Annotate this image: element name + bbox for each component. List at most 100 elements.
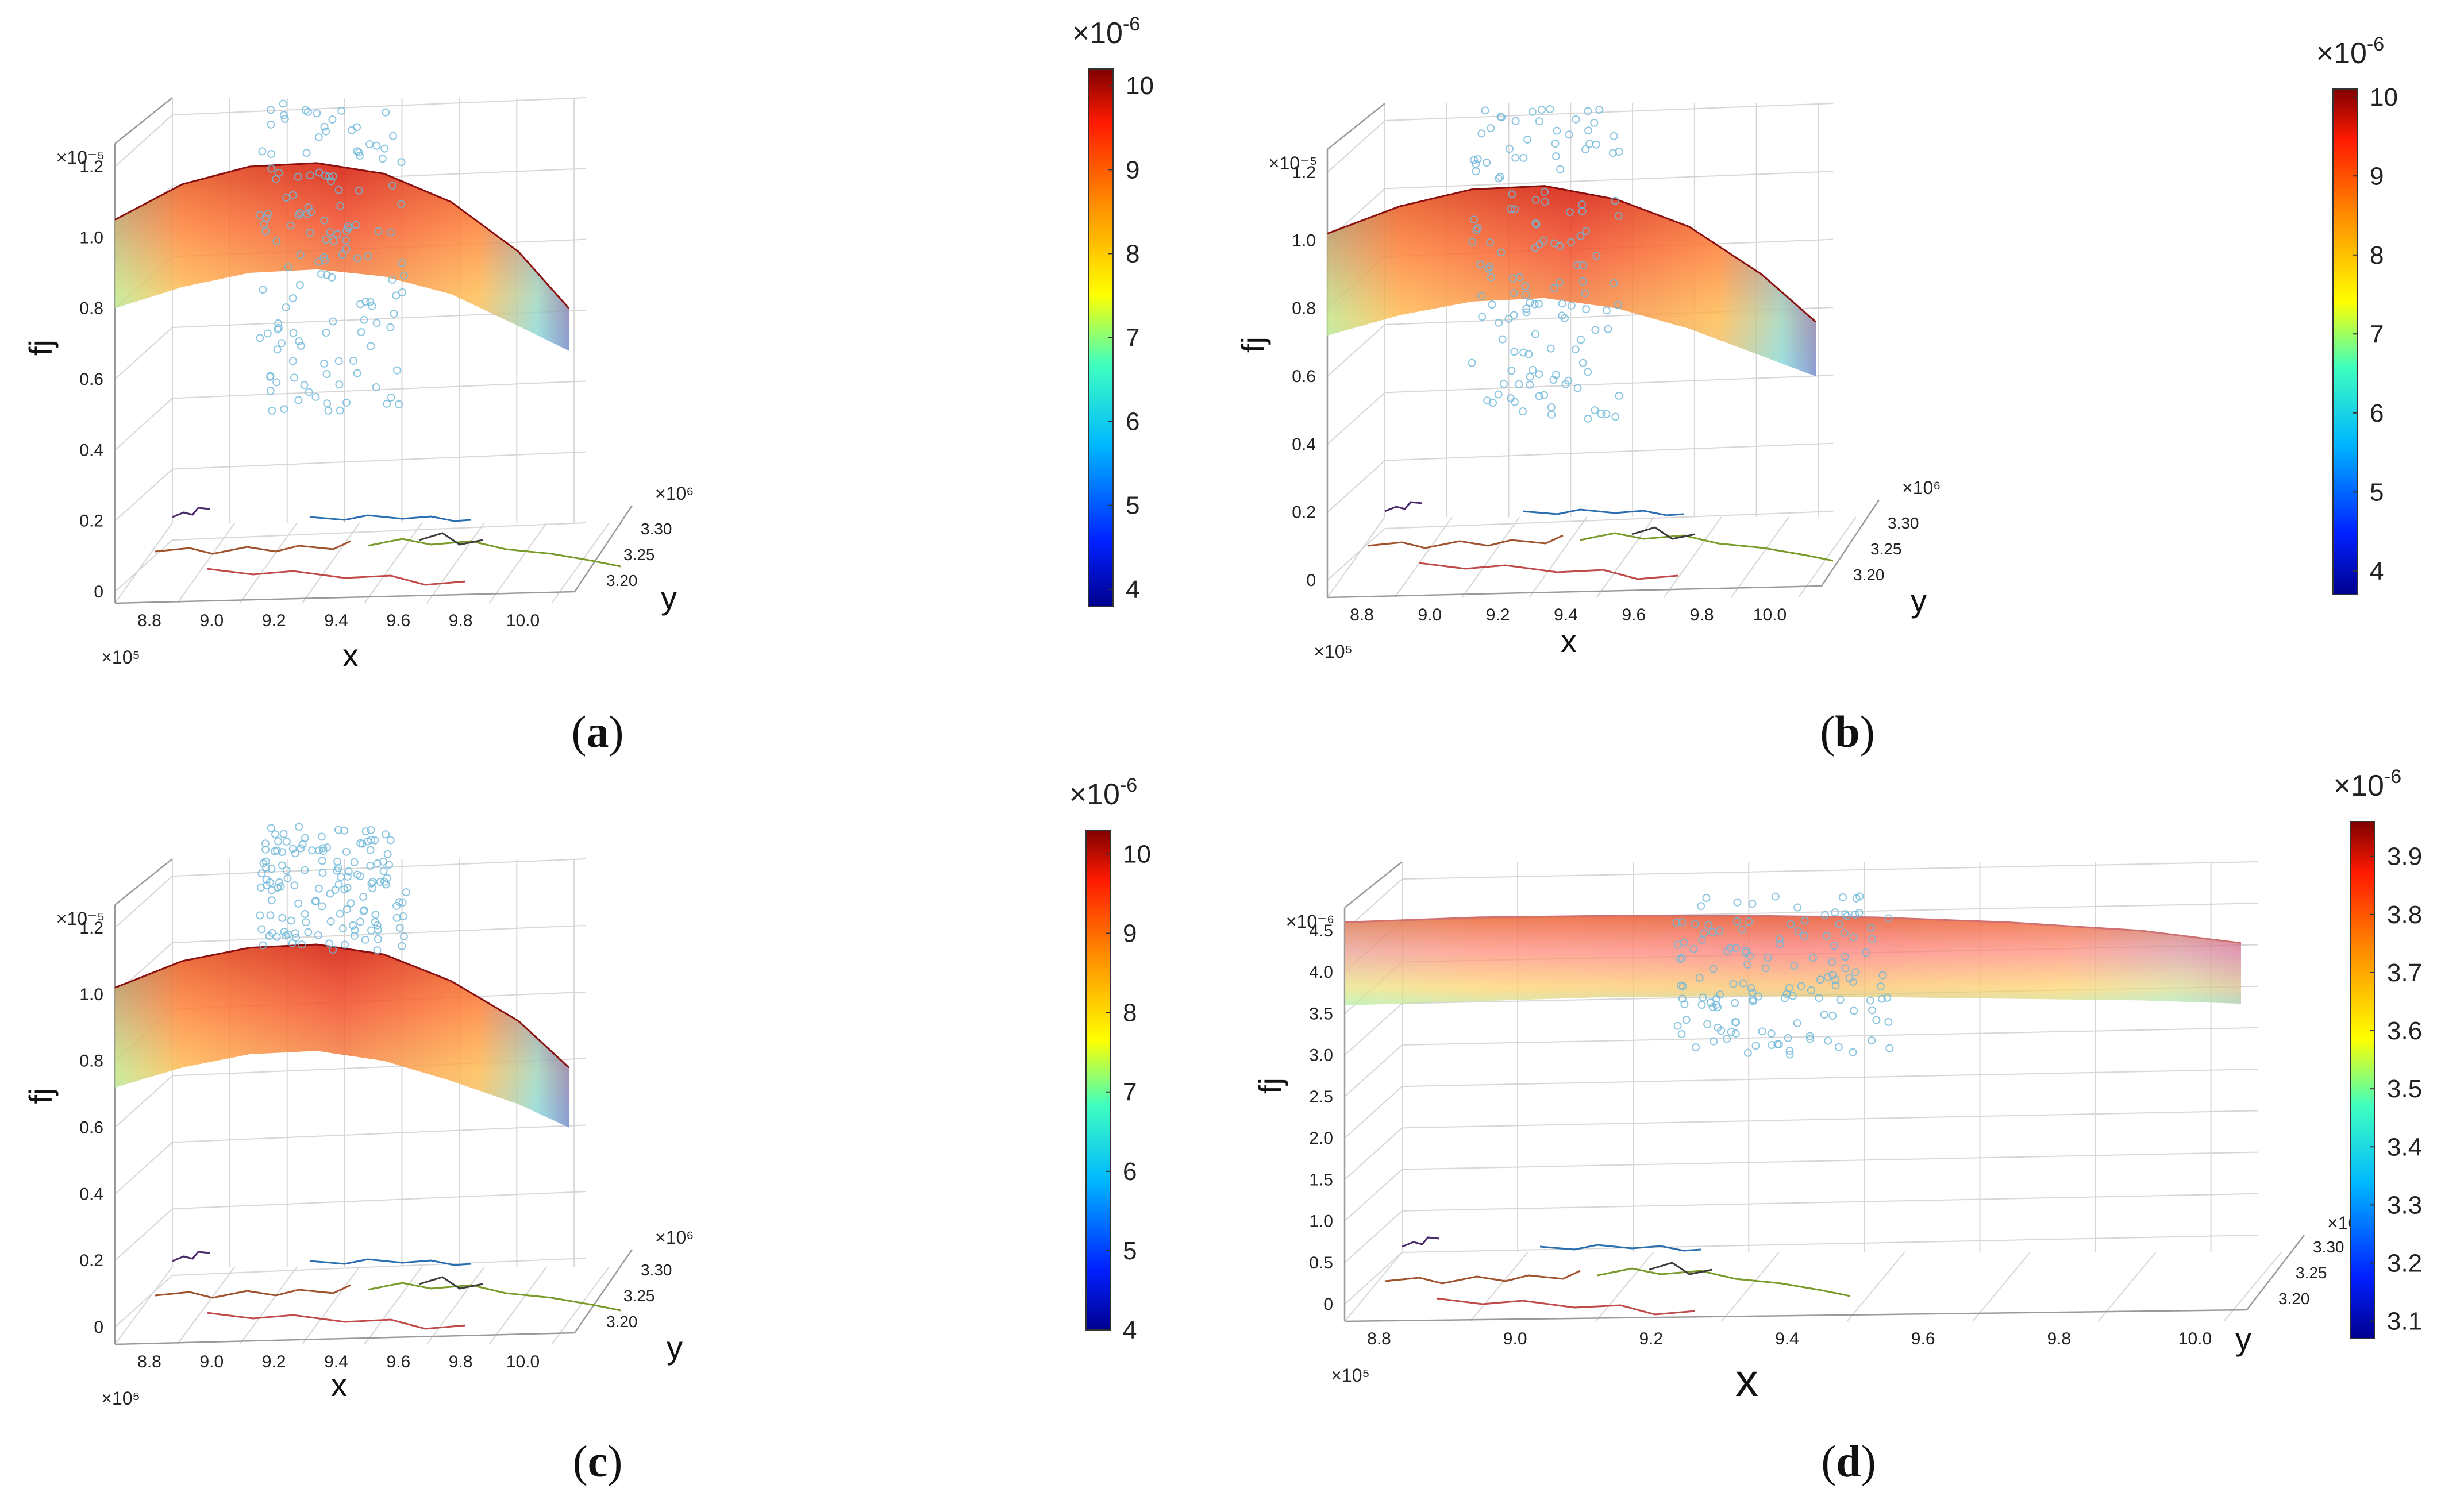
grid-line bbox=[114, 1266, 173, 1345]
scatter-point bbox=[387, 393, 395, 402]
scatter-point bbox=[282, 303, 290, 312]
z-tick-label: 0.6 bbox=[79, 1119, 103, 1137]
scatter-point bbox=[1483, 396, 1492, 405]
scatter-point bbox=[378, 155, 387, 163]
scatter-point bbox=[329, 237, 338, 245]
scatter-point bbox=[1797, 982, 1805, 990]
scatter-point bbox=[1712, 994, 1721, 1003]
scatter-point bbox=[295, 823, 303, 831]
grid-line bbox=[551, 522, 610, 604]
scatter-point bbox=[318, 857, 326, 865]
z-exponent: ×10⁻⁵ bbox=[56, 147, 105, 168]
scatter-point bbox=[282, 866, 291, 875]
scatter-point bbox=[367, 926, 376, 935]
scatter-point bbox=[1602, 410, 1611, 418]
y-exponent: ×10⁶ bbox=[655, 483, 694, 504]
grid-line bbox=[2223, 1252, 2282, 1322]
scatter-point bbox=[1577, 336, 1585, 344]
y-tick-label: 3.25 bbox=[1870, 540, 1902, 558]
scatter-point bbox=[1850, 1007, 1858, 1015]
scatter-point bbox=[1732, 1018, 1741, 1027]
scatter-point bbox=[1591, 406, 1599, 415]
colorbar-tick-label: 10 bbox=[1123, 840, 1151, 868]
surface-shading bbox=[1327, 186, 1816, 376]
scatter-point bbox=[1697, 902, 1705, 911]
y-tick-label: 3.25 bbox=[623, 1287, 655, 1305]
scatter-point bbox=[1692, 1043, 1700, 1051]
map-boundary bbox=[367, 1282, 621, 1312]
scatter-point bbox=[374, 935, 382, 943]
scatter-point bbox=[1831, 908, 1839, 917]
grid-line bbox=[1720, 1252, 1780, 1322]
scatter-point bbox=[272, 378, 281, 387]
scatter-point bbox=[357, 328, 365, 337]
scatter-point bbox=[272, 932, 281, 941]
scatter-point bbox=[1504, 314, 1513, 323]
scatter-point bbox=[367, 342, 375, 350]
y-exponent: ×10⁶ bbox=[1902, 477, 1941, 498]
scatter-point bbox=[1691, 920, 1699, 928]
scatter-point bbox=[385, 861, 394, 869]
scatter-point bbox=[297, 844, 305, 853]
scatter-point bbox=[1477, 292, 1485, 300]
x-tick-label: 9.0 bbox=[1503, 1329, 1527, 1348]
scatter-point bbox=[1584, 368, 1592, 376]
colorbar-tick-label: 6 bbox=[2370, 399, 2384, 427]
scatter-point bbox=[295, 337, 303, 345]
box-edge bbox=[114, 97, 173, 144]
box-edge bbox=[114, 858, 173, 905]
scatter-point bbox=[282, 194, 291, 202]
scatter-point bbox=[267, 824, 275, 832]
scatter-point bbox=[364, 252, 372, 260]
scatter-point bbox=[1487, 273, 1496, 282]
grid-line bbox=[1344, 1086, 1403, 1139]
scatter-point bbox=[1494, 390, 1503, 399]
scatter-point bbox=[334, 357, 343, 365]
scatter-point bbox=[335, 380, 344, 389]
scatter-point bbox=[1477, 129, 1486, 138]
scatter-point bbox=[355, 152, 364, 160]
scatter-point bbox=[267, 164, 276, 173]
y-tick-label: 3.20 bbox=[2278, 1290, 2310, 1308]
scatter-point bbox=[1498, 335, 1507, 344]
x-axis-line bbox=[114, 1332, 575, 1345]
scatter-point bbox=[342, 245, 351, 253]
scatter-point bbox=[351, 926, 359, 935]
scatter-point bbox=[1749, 996, 1757, 1004]
scatter-points bbox=[255, 99, 408, 415]
scatter-point bbox=[1787, 920, 1795, 928]
grid-line bbox=[1461, 516, 1520, 598]
scatter-point bbox=[1470, 156, 1479, 164]
scatter-point bbox=[1558, 311, 1566, 320]
z-tick-label: 1.0 bbox=[1309, 1212, 1333, 1231]
z-tick-label: 0.4 bbox=[79, 1185, 103, 1204]
scatter-point bbox=[337, 107, 346, 115]
scatter-point bbox=[1578, 277, 1587, 286]
scatter-point bbox=[382, 108, 390, 117]
scatter-point bbox=[314, 133, 323, 141]
scatter-point bbox=[1526, 380, 1534, 389]
scatter-point bbox=[361, 935, 369, 944]
scatter-point bbox=[1841, 910, 1850, 919]
scatter-point bbox=[395, 898, 404, 907]
scatter-point bbox=[1510, 348, 1519, 356]
scatter-point bbox=[274, 325, 282, 334]
scatter-point bbox=[1584, 414, 1592, 423]
scatter-point bbox=[257, 869, 266, 878]
grid-line bbox=[488, 1266, 548, 1345]
z-tick-label: 0.6 bbox=[79, 370, 103, 389]
scatter-point bbox=[314, 884, 323, 893]
scatter-point bbox=[1702, 894, 1711, 903]
scatter-point bbox=[289, 329, 298, 337]
scatter-point bbox=[1528, 107, 1537, 116]
scatter-point bbox=[1611, 412, 1620, 421]
scatter-point bbox=[348, 126, 356, 134]
z-tick-label: 4.5 bbox=[1309, 921, 1333, 940]
scatter-point bbox=[1472, 167, 1480, 176]
scatter-point bbox=[366, 846, 375, 854]
scatter-point bbox=[344, 222, 352, 230]
scatter-point bbox=[280, 115, 289, 124]
scatter-point bbox=[1878, 971, 1887, 980]
scatter-point bbox=[1822, 931, 1831, 940]
scatter-point bbox=[336, 406, 344, 415]
